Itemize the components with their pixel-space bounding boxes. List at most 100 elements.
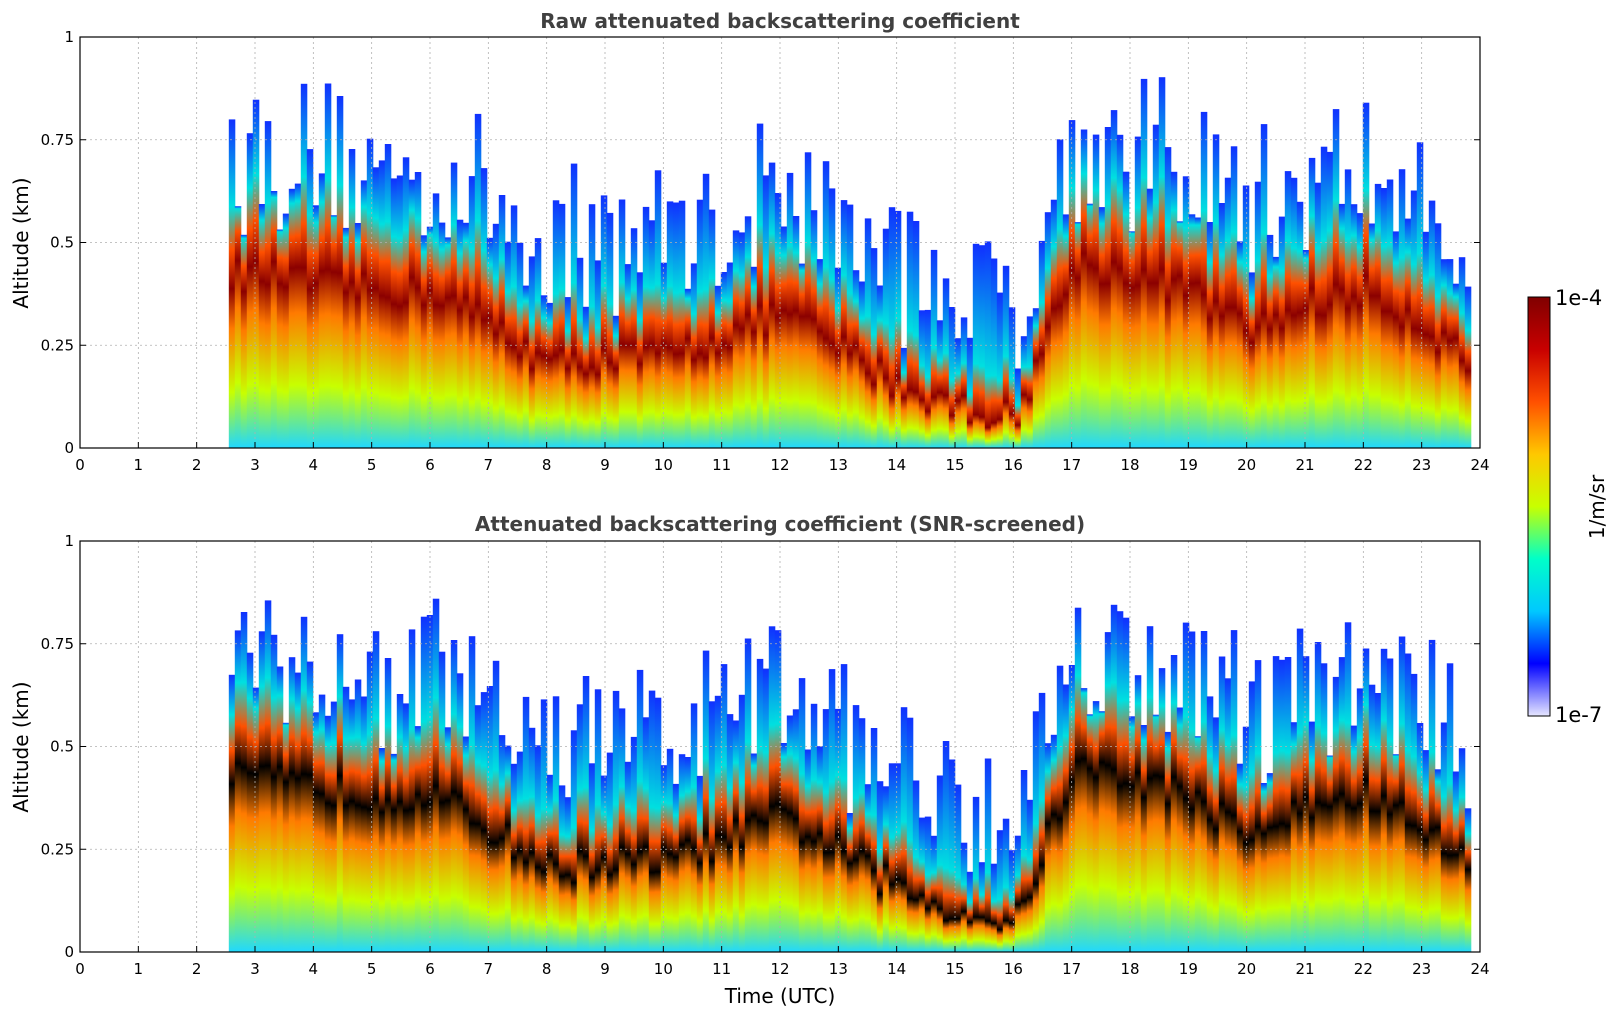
profile-column: [630, 736, 638, 952]
profile-column: [384, 658, 392, 952]
profile-column: [492, 223, 500, 448]
profile-column: [1422, 231, 1430, 448]
profile-column: [1086, 714, 1094, 952]
profile-column: [750, 753, 758, 952]
profile-column: [1140, 725, 1148, 952]
x-tick-label: 21: [1295, 456, 1314, 474]
profile-column: [1116, 611, 1124, 952]
colorbar-gradient: [1527, 296, 1551, 717]
profile-column: [720, 664, 728, 952]
x-tick-label: 16: [1004, 960, 1023, 978]
profile-column: [972, 243, 980, 448]
profile-column: [1032, 308, 1040, 448]
profile-column: [564, 297, 572, 448]
profile-column: [552, 200, 560, 448]
profile-column: [1182, 176, 1190, 449]
profile-column: [558, 203, 566, 448]
profile-column: [618, 708, 626, 952]
profile-column: [456, 673, 464, 952]
profile-column: [408, 179, 416, 448]
profile-column: [984, 241, 992, 448]
profile-column: [234, 630, 242, 952]
profile-column: [1200, 111, 1208, 449]
profile-column: [636, 669, 644, 952]
x-axis-label: Time (UTC): [724, 984, 836, 1008]
profile-column: [1038, 240, 1046, 448]
profile-column: [666, 748, 674, 952]
profile-column: [858, 281, 866, 448]
profile-column: [1440, 722, 1448, 952]
profile-column: [552, 696, 560, 952]
profile-column: [342, 227, 350, 448]
profile-column: [1308, 157, 1316, 448]
profile-column: [954, 784, 962, 952]
profile-column: [1458, 257, 1466, 448]
profile-column: [672, 783, 680, 952]
profile-column: [1026, 799, 1034, 952]
x-tick-label: 3: [250, 960, 260, 978]
profile-column: [1416, 142, 1424, 449]
profile-column: [456, 219, 464, 448]
profile-column: [1182, 622, 1190, 952]
profile-column: [348, 149, 356, 448]
profile-column: [306, 149, 314, 448]
screened-backscatter-heatmap: [228, 598, 1472, 952]
profile-column: [432, 193, 440, 448]
profile-column: [1068, 120, 1076, 448]
profile-column: [1134, 675, 1142, 952]
profile-column: [372, 167, 380, 449]
profile-column: [882, 228, 890, 448]
profile-column: [270, 191, 278, 448]
profile-column: [462, 222, 470, 448]
profile-column: [1044, 212, 1052, 448]
profile-column: [966, 871, 974, 952]
profile-column: [798, 678, 806, 952]
profile-column: [468, 176, 476, 448]
profile-column: [396, 694, 404, 952]
profile-column: [420, 235, 428, 448]
profile-column: [1236, 241, 1244, 448]
profile-column: [1320, 146, 1328, 448]
profile-column: [366, 138, 374, 448]
profile-column: [1002, 265, 1010, 448]
profile-column: [324, 715, 332, 952]
profile-column: [1362, 648, 1370, 952]
profile-column: [840, 200, 848, 448]
profile-column: [294, 672, 302, 952]
profile-column: [1428, 200, 1436, 448]
profile-column: [258, 204, 266, 448]
profile-column: [1164, 731, 1172, 952]
profile-column: [402, 703, 410, 952]
profile-column: [372, 631, 380, 952]
profile-column: [978, 245, 986, 448]
x-tick-label: 17: [1062, 960, 1081, 978]
profile-column: [558, 785, 566, 952]
profile-column: [720, 272, 728, 448]
profile-column: [1446, 259, 1454, 448]
profile-column: [1080, 688, 1088, 952]
profile-column: [1410, 673, 1418, 952]
profile-column: [900, 347, 908, 448]
profile-column: [528, 256, 536, 448]
profile-column: [636, 272, 644, 448]
profile-column: [654, 170, 662, 449]
profile-column: [1260, 783, 1268, 952]
profile-column: [1062, 214, 1070, 448]
profile-column: [1464, 808, 1472, 952]
raw-panel-grid: [79, 36, 1481, 449]
profile-column: [840, 664, 848, 952]
profile-column: [1164, 147, 1172, 448]
profile-column: [228, 674, 236, 952]
profile-column: [756, 658, 764, 952]
profile-column: [606, 752, 614, 952]
profile-column: [1116, 134, 1124, 449]
profile-column: [1098, 207, 1106, 448]
profile-column: [1350, 725, 1358, 952]
profile-column: [930, 249, 938, 448]
profile-column: [1440, 259, 1448, 448]
profile-column: [810, 210, 818, 448]
profile-column: [474, 705, 482, 952]
profile-column: [300, 616, 308, 952]
profile-column: [402, 157, 410, 449]
profile-column: [312, 205, 320, 448]
